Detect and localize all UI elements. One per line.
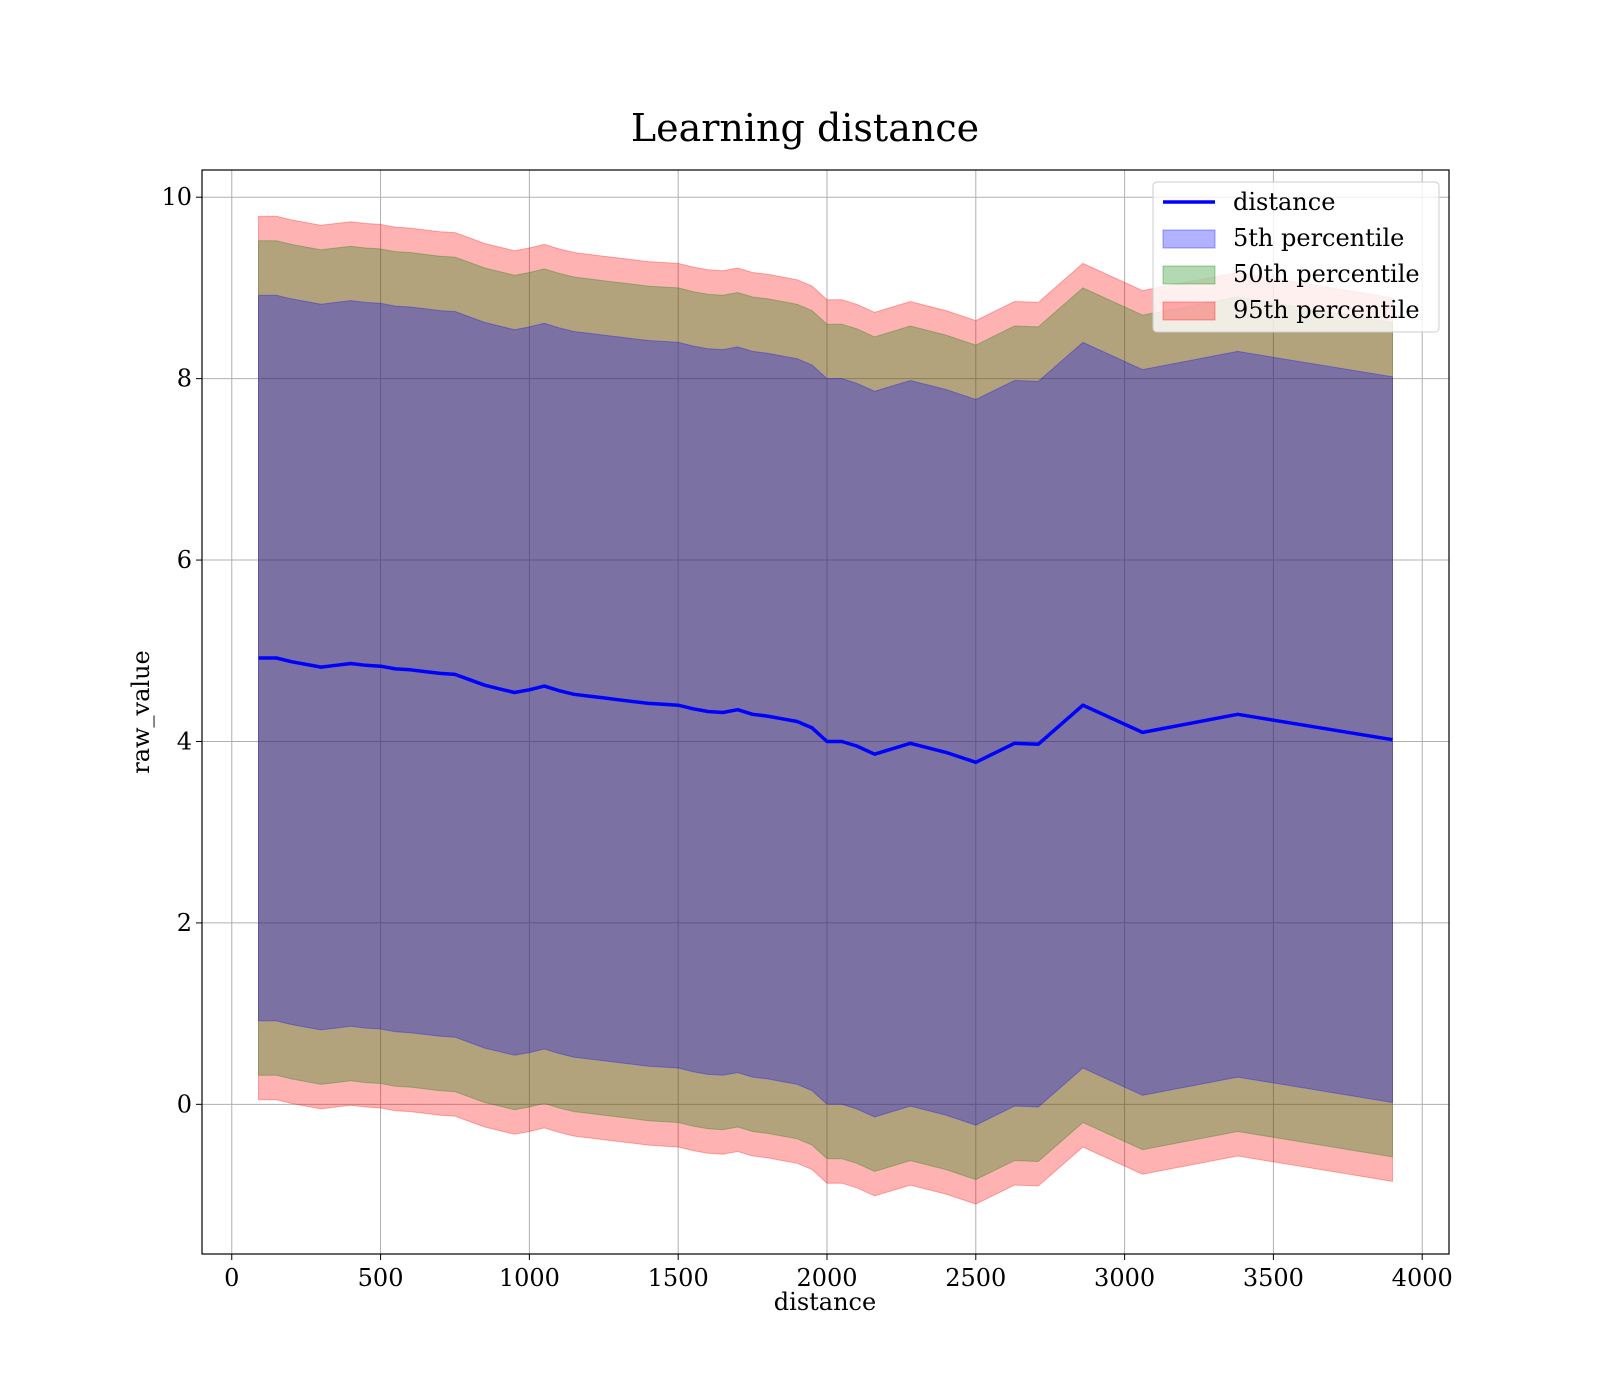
x-tick-label: 2500 [945, 1264, 1006, 1292]
legend: distance 5th percentile 50th percentile 95t… [1152, 181, 1440, 333]
y-tick-label: 10 [161, 183, 192, 211]
legend-label: 95th percentile [1233, 296, 1420, 324]
x-tick-label: 4000 [1392, 1264, 1453, 1292]
band-50th-percentile [258, 240, 1393, 1181]
line-series [258, 656, 1393, 765]
legend-swatch [1162, 229, 1216, 249]
legend-swatch [1162, 265, 1216, 285]
x-tick-label: 0 [224, 1264, 239, 1292]
y-tick-label: 8 [177, 365, 192, 393]
x-tick-label: 3500 [1243, 1264, 1304, 1292]
y-axis-label: raw_value [127, 650, 155, 774]
x-axis-label: distance [774, 1288, 876, 1316]
legend-label: distance [1233, 188, 1335, 216]
x-tick-label: 500 [358, 1264, 404, 1292]
band-5th-percentile [258, 294, 1393, 1126]
legend-swatch [1162, 301, 1216, 321]
distance-line [258, 656, 1393, 765]
percentile-bands [258, 215, 1393, 1205]
y-tick-label: 4 [177, 727, 192, 755]
x-tick-label: 2000 [796, 1264, 857, 1292]
y-tick-label: 6 [177, 546, 192, 574]
y-tick-label: 2 [177, 909, 192, 937]
band-95th-percentile [258, 215, 1393, 1205]
x-tick-label: 3000 [1094, 1264, 1155, 1292]
x-tick-label: 1500 [648, 1264, 709, 1292]
grid [202, 170, 1449, 1254]
x-tick-label: 1000 [499, 1264, 560, 1292]
legend-label: 50th percentile [1233, 260, 1420, 288]
ticks: 0 500 1000 1500 2000 2500 3000 3500 4000 0 2 4 6 8 10 [161, 183, 1452, 1292]
legend-label: 5th percentile [1233, 224, 1404, 252]
plot-frame [201, 169, 1450, 1255]
legend-box [1152, 181, 1440, 333]
y-tick-label: 0 [177, 1090, 192, 1118]
chart-title: Learning distance [631, 106, 979, 150]
